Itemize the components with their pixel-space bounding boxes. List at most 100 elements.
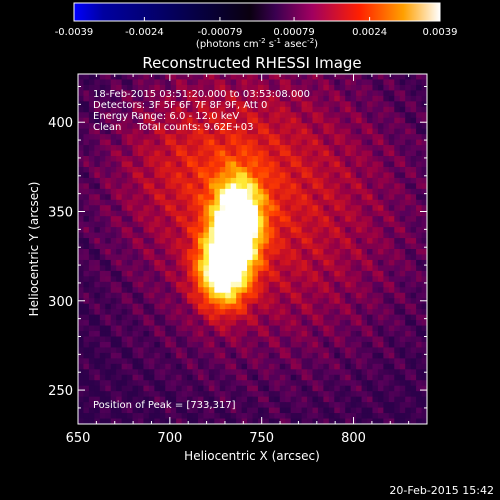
- heatmap-cell: [377, 150, 384, 157]
- heatmap-cell: [159, 298, 166, 305]
- heatmap-cell: [388, 177, 395, 184]
- heatmap-cell: [334, 183, 341, 190]
- heatmap-cell: [301, 320, 308, 327]
- heatmap-cell: [78, 232, 85, 239]
- heatmap-cell: [170, 150, 177, 157]
- heatmap-cell: [296, 385, 303, 392]
- heatmap-cell: [116, 314, 123, 321]
- heatmap-cell: [148, 298, 155, 305]
- heatmap-cell: [317, 418, 324, 424]
- heatmap-cell: [405, 281, 412, 288]
- heatmap-cell: [399, 123, 406, 130]
- heatmap-cell: [323, 183, 330, 190]
- heatmap-cell: [132, 216, 139, 223]
- heatmap-cell: [345, 150, 352, 157]
- heatmap-cell: [165, 276, 172, 283]
- heatmap-cell: [356, 413, 363, 420]
- heatmap-cell: [219, 402, 226, 409]
- heatmap-cell: [290, 259, 297, 267]
- heatmap-cell: [416, 199, 423, 206]
- heatmap-cell: [214, 216, 221, 223]
- heatmap-cell: [127, 166, 134, 174]
- heatmap-cell: [394, 341, 401, 349]
- heatmap-cell: [268, 79, 275, 86]
- heatmap-cell: [105, 402, 112, 409]
- heatmap-cell: [116, 265, 123, 272]
- heatmap-cell: [247, 418, 254, 424]
- heatmap-cell: [78, 325, 85, 332]
- heatmap-cell: [192, 331, 199, 338]
- heatmap-cell: [110, 210, 117, 217]
- heatmap-cell: [372, 320, 379, 327]
- heatmap-cell: [356, 139, 363, 146]
- heatmap-cell: [268, 199, 275, 206]
- heatmap-cell: [372, 341, 379, 349]
- heatmap-cell: [165, 358, 172, 365]
- heatmap-cell: [105, 369, 112, 376]
- heatmap-cell: [176, 188, 183, 195]
- heatmap-cell: [116, 270, 123, 277]
- heatmap-cell: [127, 413, 134, 420]
- heatmap-cell: [203, 320, 210, 327]
- heatmap-cell: [279, 221, 286, 228]
- heatmap-cell: [274, 303, 281, 310]
- heatmap-cell: [176, 156, 183, 163]
- heatmap-cell: [208, 74, 215, 81]
- heatmap-cell: [279, 156, 286, 163]
- heatmap-cell: [99, 325, 106, 332]
- heatmap-cell: [296, 352, 303, 359]
- heatmap-cell: [83, 145, 90, 152]
- heatmap-cell: [285, 183, 292, 190]
- heatmap-cell: [263, 352, 270, 359]
- heatmap-cell: [225, 402, 232, 409]
- heatmap-cell: [110, 227, 117, 234]
- heatmap-cell: [230, 259, 237, 267]
- heatmap-cell: [361, 418, 368, 424]
- heatmap-cell: [203, 161, 210, 168]
- heatmap-cell: [334, 309, 341, 316]
- heatmap-cell: [367, 194, 374, 201]
- heatmap-cell: [230, 205, 237, 212]
- heatmap-cell: [285, 325, 292, 332]
- heatmap-cell: [296, 281, 303, 288]
- heatmap-cell: [88, 84, 95, 92]
- heatmap-cell: [356, 79, 363, 86]
- heatmap-cell: [350, 358, 357, 365]
- heatmap-cell: [350, 320, 357, 327]
- heatmap-cell: [350, 139, 357, 146]
- heatmap-cell: [116, 254, 123, 261]
- heatmap-cell: [339, 134, 346, 141]
- heatmap-cell: [263, 336, 270, 343]
- heatmap-cell: [176, 79, 183, 86]
- heatmap-cell: [143, 205, 150, 212]
- heatmap-cell: [159, 199, 166, 206]
- heatmap-cell: [334, 270, 341, 277]
- heatmap-cell: [170, 292, 177, 299]
- heatmap-cell: [137, 391, 145, 398]
- heatmap-cell: [105, 188, 112, 195]
- heatmap-cell: [241, 128, 248, 135]
- heatmap-cell: [187, 276, 194, 283]
- heatmap-cell: [394, 238, 401, 245]
- heatmap-cell: [350, 276, 357, 283]
- heatmap-cell: [192, 183, 199, 190]
- heatmap-cell: [143, 188, 150, 195]
- heatmap-cell: [132, 145, 139, 152]
- heatmap-cell: [121, 84, 128, 92]
- heatmap-cell: [279, 254, 286, 261]
- heatmap-cell: [301, 374, 308, 381]
- heatmap-cell: [159, 396, 166, 403]
- heatmap-cell: [252, 391, 259, 398]
- y-axis-label: Heliocentric Y (arcsec): [27, 182, 41, 317]
- heatmap-cell: [361, 298, 368, 305]
- heatmap-cell: [383, 161, 390, 168]
- heatmap-cell: [127, 243, 134, 250]
- heatmap-cell: [187, 320, 194, 327]
- heatmap-cell: [334, 232, 341, 239]
- heatmap-cell: [388, 216, 395, 223]
- heatmap-cell: [307, 101, 314, 108]
- heatmap-cell: [421, 117, 427, 124]
- heatmap-cell: [383, 101, 390, 108]
- heatmap-cell: [132, 309, 139, 316]
- heatmap-cell: [94, 259, 101, 267]
